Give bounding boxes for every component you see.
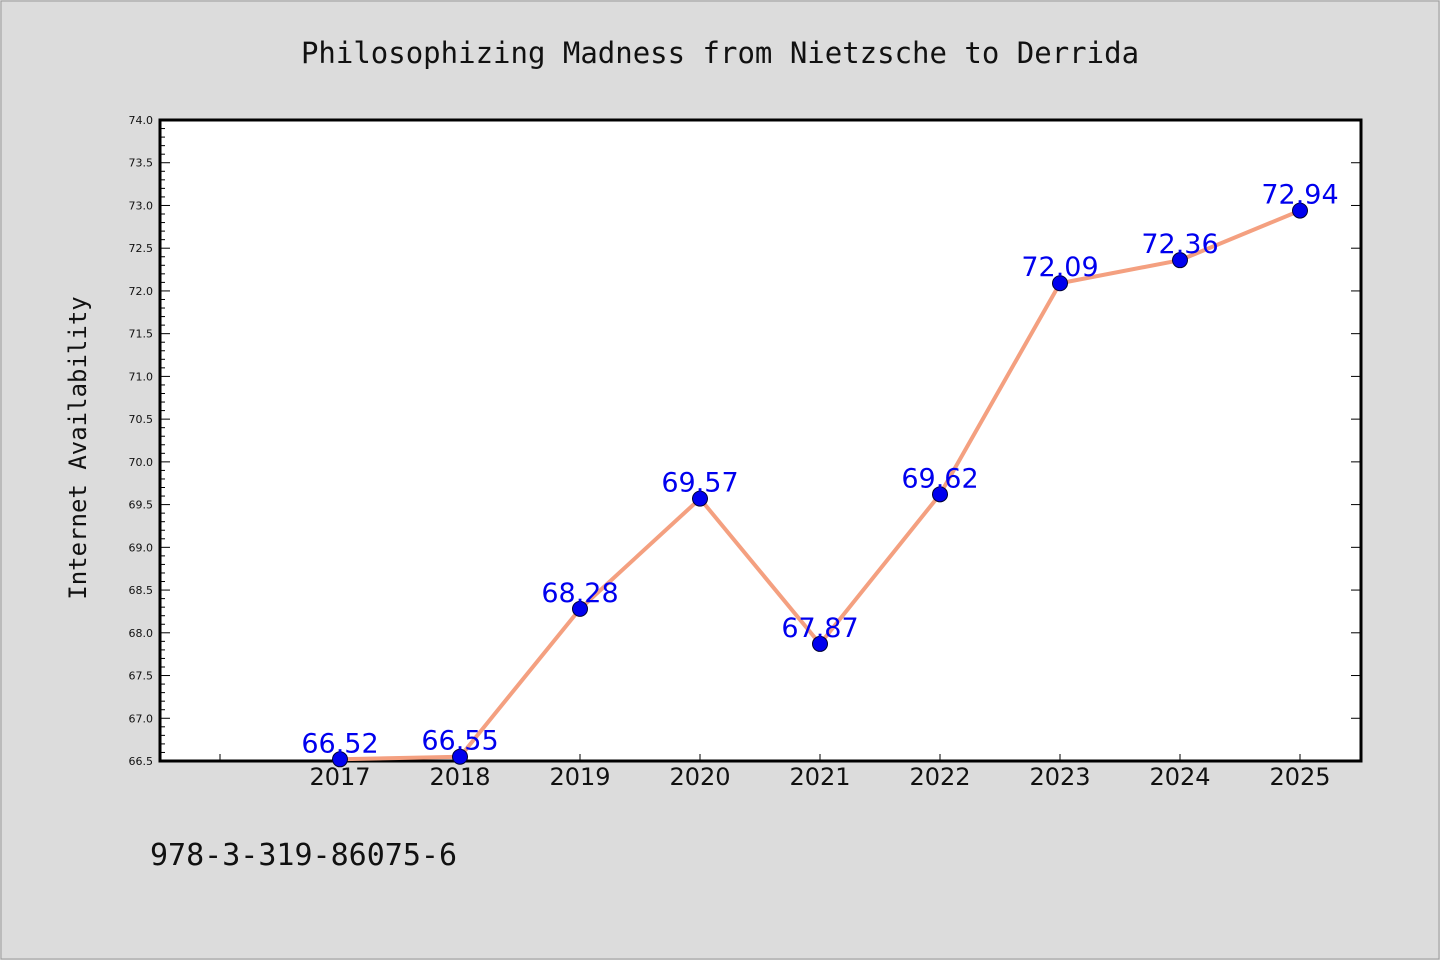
y-axis-label: Internet Availability <box>64 296 92 599</box>
x-axis: 2017 2018 2019 2020 2021 2022 2023 2024 2025 <box>219 754 1331 791</box>
y-tick-label: 71.5 <box>129 328 154 341</box>
data-point <box>932 486 948 503</box>
x-tick-label: 2020 <box>669 763 730 791</box>
data-point <box>1052 275 1068 292</box>
y-tick-label: 70.5 <box>129 413 154 426</box>
data-label: 66.55 <box>421 726 498 757</box>
y-tick-label: 72.5 <box>129 242 154 255</box>
data-point <box>812 635 828 652</box>
y-tick-label: 68.0 <box>129 627 154 640</box>
y-tick-label: 67.0 <box>129 712 154 725</box>
data-label: 72.94 <box>1261 180 1338 211</box>
chart-title: Philosophizing Madness from Nietzsche to… <box>301 36 1139 70</box>
data-label: 72.09 <box>1021 252 1098 283</box>
data-point <box>1292 202 1308 219</box>
x-tick-label: 2022 <box>909 763 970 791</box>
y-tick-label: 69.5 <box>129 499 154 512</box>
y-tick-label: 67.5 <box>129 670 154 683</box>
y-axis: 66.5 67.0 67.5 68.0 68.5 69.0 69.5 70.0 70.5 71.0… <box>129 114 1361 768</box>
x-tick-label: 2017 <box>309 763 370 791</box>
data-point <box>572 600 588 617</box>
x-tick-label: 2019 <box>549 763 610 791</box>
y-tick-label: 69.0 <box>129 541 154 554</box>
y-tick-label: 71.0 <box>129 370 154 383</box>
data-label: 72.36 <box>1141 229 1218 260</box>
data-label: 69.57 <box>661 468 738 499</box>
x-tick-label: 2025 <box>1269 763 1330 791</box>
y-tick-label: 73.5 <box>129 157 154 170</box>
x-tick-label: 2023 <box>1029 763 1090 791</box>
x-tick-label: 2024 <box>1149 763 1210 791</box>
y-tick-label: 68.5 <box>129 584 154 597</box>
data-label: 69.62 <box>901 463 978 494</box>
isbn-text: 978-3-319-86075-6 <box>150 838 457 873</box>
data-point <box>692 490 708 507</box>
y-tick-label: 73.0 <box>129 199 154 212</box>
data-point <box>1172 252 1188 269</box>
x-tick-label: 2018 <box>429 763 490 791</box>
data-label: 68.28 <box>541 578 618 609</box>
data-point <box>332 751 348 768</box>
y-tick-label: 66.5 <box>129 755 154 768</box>
y-tick-label: 70.0 <box>129 456 154 469</box>
y-tick-label: 74.0 <box>129 114 154 127</box>
y-tick-label: 72.0 <box>129 285 154 298</box>
plot-area <box>158 118 1363 763</box>
data-label: 66.52 <box>301 728 378 759</box>
x-tick-label: 2021 <box>789 763 850 791</box>
data-point <box>452 748 468 765</box>
data-label: 67.87 <box>781 613 858 644</box>
series-layer: 66.52 66.55 68.28 69.57 67.87 69.62 72.09 72.36… <box>301 180 1339 768</box>
